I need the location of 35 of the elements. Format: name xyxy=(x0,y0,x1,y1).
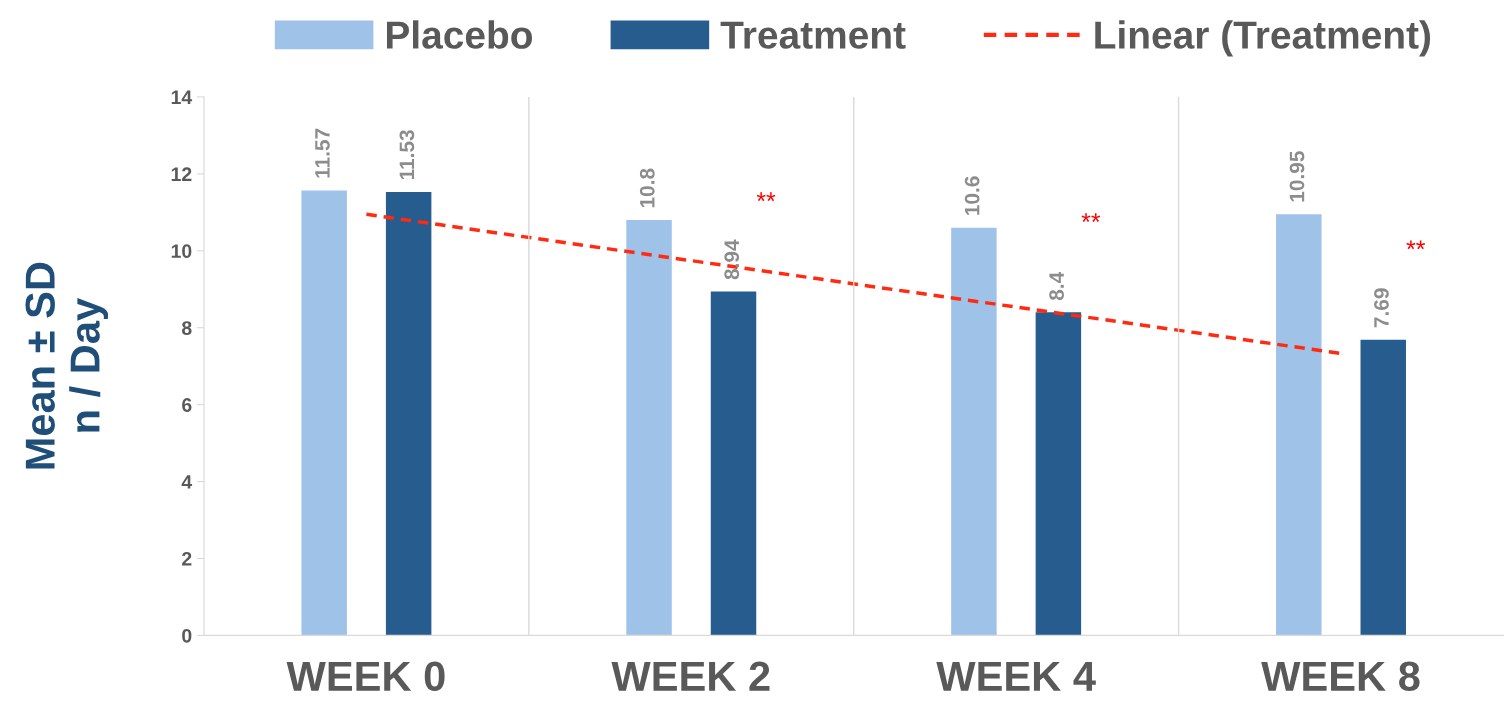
bar xyxy=(1276,214,1322,636)
y-tick-label: 10 xyxy=(171,244,192,259)
data-label: 7.69 xyxy=(1374,288,1389,328)
bar xyxy=(710,291,757,636)
bar xyxy=(385,191,432,636)
y-tick-label: 12 xyxy=(171,167,192,181)
bar xyxy=(951,227,997,636)
legend-label: Placebo xyxy=(386,20,532,49)
y-tick-label: 6 xyxy=(182,398,192,412)
bar xyxy=(626,220,672,636)
bar xyxy=(301,190,347,636)
data-label: 8.4 xyxy=(1049,271,1064,301)
data-label: 11.53 xyxy=(399,130,415,180)
y-tick-label: 2 xyxy=(182,551,192,566)
data-label: 11.57 xyxy=(315,128,330,178)
y-tick-label: 4 xyxy=(181,475,193,489)
bar xyxy=(1035,312,1082,636)
y-tick-label: 0 xyxy=(182,628,192,643)
data-label: 10.6 xyxy=(964,176,980,215)
y-axis-title: Mean ± SD n / Day xyxy=(25,262,109,469)
annotation: ** xyxy=(1406,240,1426,250)
x-tick-label: WEEK 2 xyxy=(611,661,770,691)
x-tick-label: WEEK 4 xyxy=(936,661,1096,691)
data-label: 8.94 xyxy=(724,239,740,280)
y-tick-label: 8 xyxy=(181,321,192,335)
x-tick-label: WEEK 0 xyxy=(286,661,445,692)
y-tick-label: 14 xyxy=(171,90,193,104)
x-tick-label: WEEK 8 xyxy=(1261,661,1420,692)
data-label: 10.95 xyxy=(1289,151,1305,202)
annotation: ** xyxy=(756,192,776,202)
legend-label: Treatment xyxy=(720,21,906,49)
annotation: ** xyxy=(1081,213,1101,222)
data-label: 10.8 xyxy=(639,168,655,208)
bar xyxy=(1360,339,1406,636)
legend-label: Linear (Treatment) xyxy=(1095,20,1431,57)
